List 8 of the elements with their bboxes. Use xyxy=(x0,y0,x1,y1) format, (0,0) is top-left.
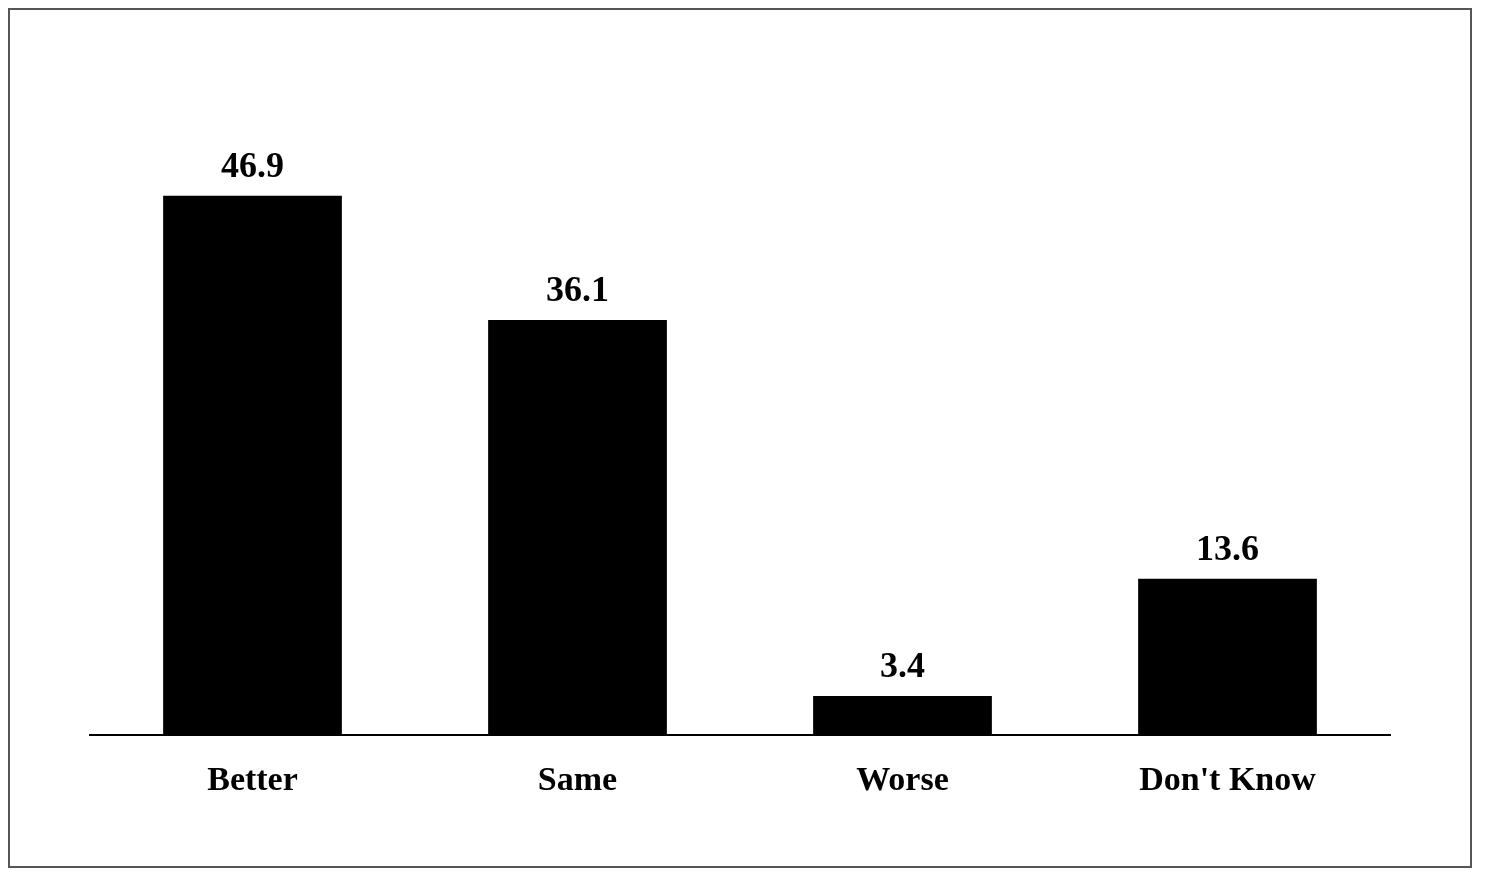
data-label: 13.6 xyxy=(1196,528,1259,569)
x-tick-label: Same xyxy=(537,760,618,798)
data-label: 46.9 xyxy=(221,144,284,185)
x-tick-label: Worse xyxy=(856,760,949,798)
data-label: 36.1 xyxy=(546,269,609,310)
data-label: 3.4 xyxy=(880,645,925,686)
x-tick-label: Don't Know xyxy=(1139,760,1317,798)
x-tick-label: Better xyxy=(207,760,298,798)
